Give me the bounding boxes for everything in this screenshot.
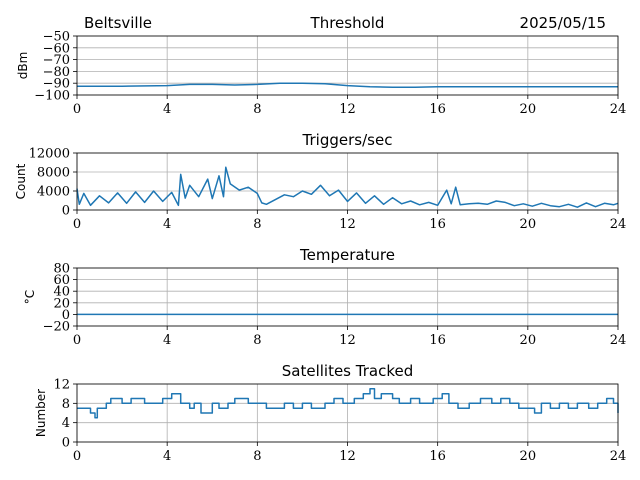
chart3-ytick-label-1: 0 [62,308,70,323]
chart2-xtick-label-4: 16 [429,217,446,232]
chart1-title: Threshold [310,14,385,32]
chart3-xtick-label-1: 4 [163,333,171,348]
chart3-xtick-label-0: 0 [73,333,81,348]
chart4-title: Satellites Tracked [282,362,413,380]
chart3-title: Temperature [299,246,395,264]
chart1-xtick-label-3: 12 [339,102,356,117]
chart1-xtick-label-2: 8 [253,102,261,117]
chart3-ytick-label-3: 40 [53,285,70,300]
chart4-xtick-label-3: 12 [339,449,356,464]
chart2-xtick-label-5: 20 [520,217,537,232]
chart4-ytick-label-1: 4 [62,416,70,431]
chart4-xtick-label-2: 8 [253,449,261,464]
chart1-xtick-label-5: 20 [520,102,537,117]
chart3-ytick-label-5: 80 [53,262,70,277]
chart2-series-line [76,166,619,208]
chart4-xtick-label-4: 16 [429,449,446,464]
chart4-xtick-label-6: 24 [610,449,627,464]
chart2-ytick-label-0: 0 [62,204,70,219]
chart3-ytick-label-2: 20 [53,296,70,311]
chart1-ytick-label-5: −50 [43,30,70,45]
chart2-ytick-label-1: 4000 [37,185,70,200]
chart4-ytick-label-2: 8 [62,397,70,412]
chart1-ytick-label-2: −80 [43,65,70,80]
chart4-xtick-label-5: 20 [520,449,537,464]
chart1-xtick-label-0: 0 [73,102,81,117]
chart3-xtick-label-2: 8 [253,333,261,348]
chart3-xtick-label-3: 12 [339,333,356,348]
chart4-ytick-label-0: 0 [62,436,70,451]
chart2-title: Triggers/sec [302,131,393,149]
chart4-xtick-label-0: 0 [73,449,81,464]
chart3-xtick-label-4: 16 [429,333,446,348]
chart1-ytick-label-3: −70 [43,53,70,68]
chart2-ytick-label-2: 8000 [37,166,70,181]
chart2-xtick-label-0: 0 [73,217,81,232]
chart2-ytick-label-3: 12000 [29,147,70,162]
chart2-xtick-label-1: 4 [163,217,171,232]
chart1-xtick-label-1: 4 [163,102,171,117]
chart3-ytick-label-0: −20 [43,320,70,335]
chart2-xtick-label-6: 24 [610,217,627,232]
chart1-xtick-label-4: 16 [429,102,446,117]
chart1-xtick-label-6: 24 [610,102,627,117]
chart3-xtick-label-5: 20 [520,333,537,348]
chart3-xtick-label-6: 24 [610,333,627,348]
chart2-xtick-label-3: 12 [339,217,356,232]
chart1-ytick-label-0: −100 [34,89,70,104]
chart2-xtick-label-2: 8 [253,217,261,232]
chart1-ytick-label-1: −90 [43,77,70,92]
chart4-series-line [77,388,619,419]
chart3-ytick-label-4: 60 [53,273,70,288]
chart4-xtick-label-1: 4 [163,449,171,464]
chart4-ylabel: Number [34,389,48,437]
date-label: 2025/05/15 [520,14,606,32]
chart2-ylabel: Count [14,163,28,199]
chart1-ylabel: dBm [16,52,30,80]
chart3-ylabel: °C [23,290,37,304]
chart1-ytick-label-4: −60 [43,41,70,56]
location-label: Beltsville [84,14,152,32]
chart1-series-line [77,82,618,89]
chart4-ytick-label-3: 12 [53,378,70,393]
